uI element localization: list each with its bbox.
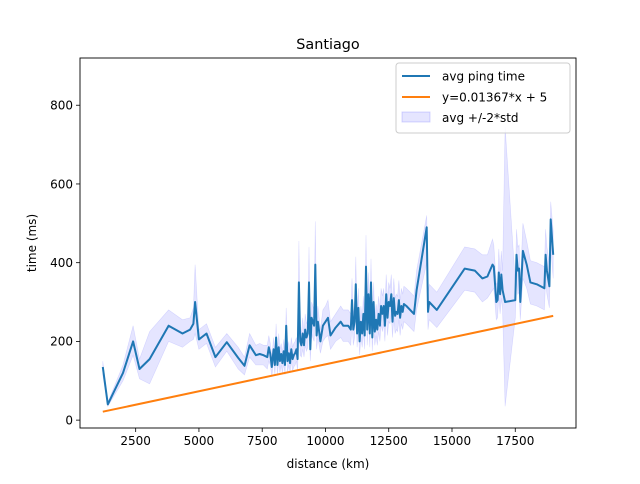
y-tick-label: 800	[50, 99, 73, 113]
y-tick-label: 200	[50, 335, 73, 349]
plot-area	[101, 126, 555, 413]
x-tick-label: 15000	[433, 434, 471, 448]
y-tick-label: 0	[65, 413, 73, 427]
x-tick-label: 7500	[247, 434, 278, 448]
x-axis-ticks: 2500 5000 7500 10000 12500 15000 17500	[120, 428, 534, 448]
y-axis-ticks: 0 200 400 600 800	[50, 99, 80, 427]
std-band	[102, 126, 554, 408]
x-axis-label: distance (km)	[287, 457, 370, 471]
axes-frame	[79, 57, 577, 429]
legend-label-avg: avg ping time	[442, 70, 525, 84]
x-tick-label: 12500	[370, 434, 408, 448]
x-tick-label: 10000	[306, 434, 344, 448]
legend-swatch-band	[401, 111, 431, 123]
x-tick-label: 2500	[120, 434, 151, 448]
x-tick-label: 5000	[184, 434, 215, 448]
legend-label-band: avg +/-2*std	[442, 111, 519, 125]
fit-line	[102, 314, 554, 413]
legend-label-fit: y=0.01367*x + 5	[442, 91, 547, 105]
x-tick-label: 17500	[496, 434, 534, 448]
chart-title: Santiago	[296, 37, 360, 53]
avg-ping-line	[101, 218, 555, 406]
y-tick-label: 400	[50, 256, 73, 270]
legend: avg ping time y=0.01367*x + 5 avg +/-2*s…	[395, 62, 571, 134]
y-axis-label: time (ms)	[25, 214, 39, 272]
legend-box	[395, 62, 571, 134]
y-tick-label: 600	[50, 177, 73, 191]
